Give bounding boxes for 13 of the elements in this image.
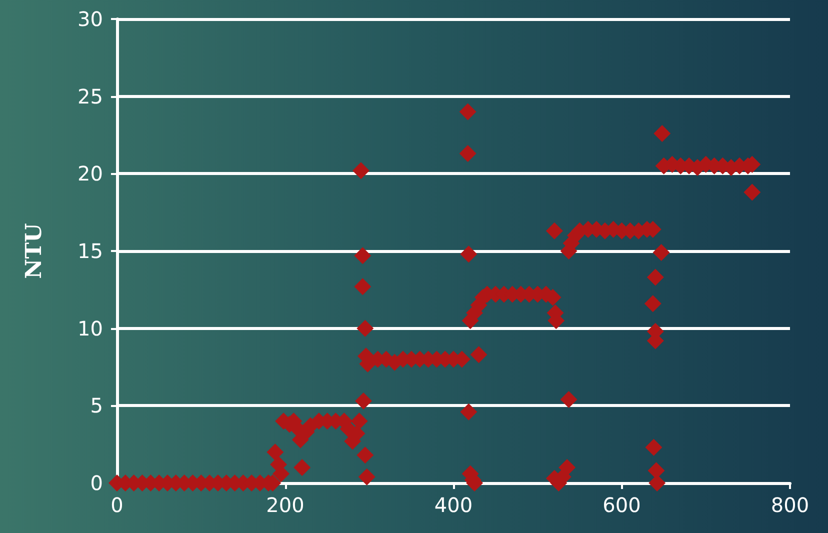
y-axis-title: NTU	[21, 223, 47, 279]
y-tick-label: 0	[90, 471, 103, 495]
y-tick-label: 25	[78, 84, 103, 108]
x-tick-label: 200	[266, 493, 304, 517]
y-tick-label: 15	[78, 239, 103, 263]
y-tick-label: 30	[78, 7, 103, 31]
x-tick-label: 400	[434, 493, 473, 517]
y-tick-label: 5	[90, 394, 103, 418]
y-tick-label: 20	[78, 162, 103, 186]
x-tick-label: 800	[770, 493, 810, 517]
x-tick-label: 0	[110, 493, 124, 517]
y-tick-label: 10	[78, 316, 103, 340]
x-tick-label: 600	[602, 493, 641, 517]
